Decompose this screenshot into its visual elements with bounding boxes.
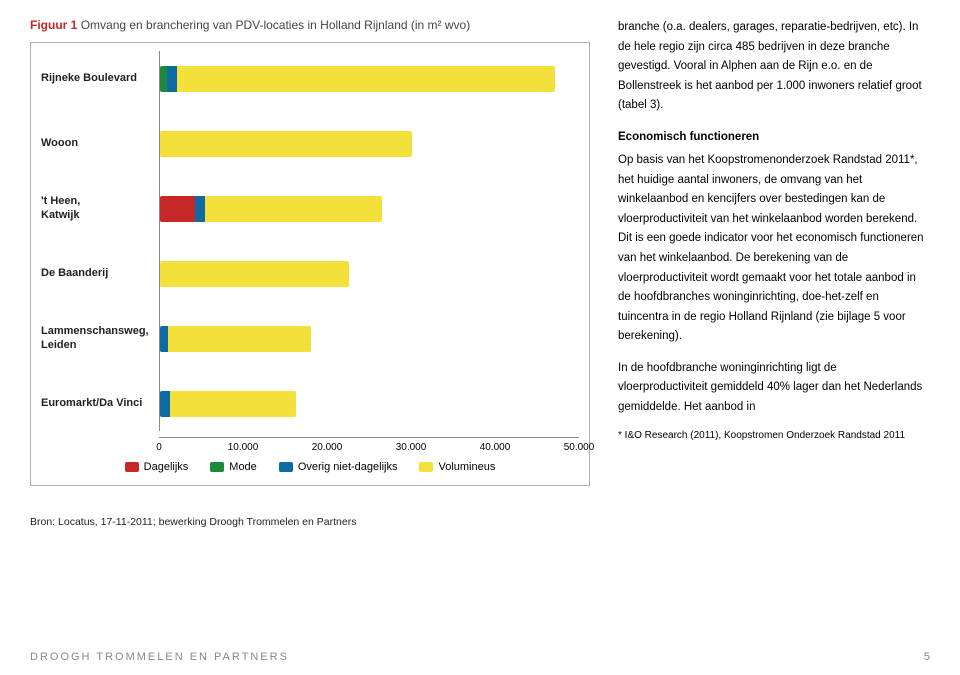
bar (160, 326, 311, 352)
y-label: De Baanderij (41, 246, 151, 301)
y-label: Euromarkt/Da Vinci (41, 376, 151, 431)
bar (160, 196, 382, 222)
bar-segment (177, 66, 555, 92)
bar-segment (160, 196, 195, 222)
legend-label: Dagelijks (144, 461, 189, 473)
bar-segment (160, 131, 412, 157)
legend-label: Overig niet-dagelijks (298, 461, 398, 473)
legend: Dagelijks Mode Overig niet-dagelijks Volumi… (41, 461, 579, 473)
y-label: 't Heen,Katwijk (41, 181, 151, 236)
plot-area (159, 51, 579, 431)
legend-swatch (210, 462, 224, 472)
x-tick: 40.000 (480, 442, 511, 453)
bar (160, 131, 412, 157)
subheading: Economisch functioneren (618, 128, 928, 148)
legend-label: Volumineus (438, 461, 495, 473)
legend-swatch (419, 462, 433, 472)
x-tick: 20.000 (312, 442, 343, 453)
bar (160, 261, 349, 287)
legend-item: Overig niet-dagelijks (279, 461, 398, 473)
paragraph-2: Op basis van het Koopstromenonderzoek Ra… (618, 151, 928, 346)
x-tick: 0 (156, 442, 162, 453)
legend-item: Volumineus (419, 461, 495, 473)
figure-number: Figuur 1 (30, 18, 77, 32)
bar-segment (160, 326, 168, 352)
x-tick: 50.000 (564, 442, 595, 453)
x-axis: 010.00020.00030.00040.00050.000 (159, 437, 579, 455)
bar-segment (170, 391, 296, 417)
footnote: * I&O Research (2011), Koopstromen Onder… (618, 429, 928, 442)
legend-item: Mode (210, 461, 257, 473)
source-line: Bron: Locatus, 17-11-2011; bewerking Dro… (30, 516, 590, 528)
bar-segment (160, 261, 349, 287)
chart-container: Rijneke Boulevard Wooon 't Heen,Katwijk De … (30, 42, 590, 486)
bar-segment (195, 196, 205, 222)
x-tick: 30.000 (396, 442, 427, 453)
y-label: Wooon (41, 116, 151, 171)
bar-segment (160, 66, 167, 92)
legend-item: Dagelijks (125, 461, 189, 473)
page-number: 5 (924, 651, 930, 663)
x-tick: 10.000 (228, 442, 259, 453)
bar-segment (205, 196, 381, 222)
legend-swatch (279, 462, 293, 472)
footer-brand: DROOGH TROMMELEN EN PARTNERS (30, 651, 289, 663)
bar (160, 66, 555, 92)
text-column: branche (o.a. dealers, garages, reparati… (618, 18, 928, 528)
y-label: Lammenschansweg,Leiden (41, 311, 151, 366)
legend-label: Mode (229, 461, 257, 473)
bar-segment (168, 326, 311, 352)
bar-segment (160, 391, 170, 417)
figure-caption-text: Omvang en branchering van PDV-locaties i… (81, 18, 471, 32)
paragraph-1: branche (o.a. dealers, garages, reparati… (618, 18, 928, 116)
paragraph-3: In de hoofdbranche woninginrichting ligt… (618, 359, 928, 418)
y-axis-labels: Rijneke Boulevard Wooon 't Heen,Katwijk De … (41, 51, 159, 431)
legend-swatch (125, 462, 139, 472)
y-label: Rijneke Boulevard (41, 51, 151, 106)
bar-segment (167, 66, 177, 92)
page-footer: DROOGH TROMMELEN EN PARTNERS 5 (30, 651, 930, 663)
bar (160, 391, 296, 417)
figure-caption: Figuur 1 Omvang en branchering van PDV-l… (30, 18, 590, 32)
